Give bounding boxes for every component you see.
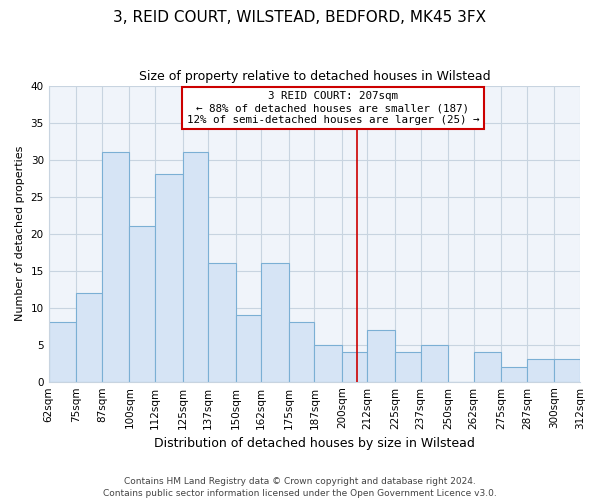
Bar: [367, 330, 395, 382]
X-axis label: Distribution of detached houses by size in Wilstead: Distribution of detached houses by size …: [154, 437, 475, 450]
Bar: [49, 322, 76, 382]
Bar: [289, 322, 314, 382]
Text: Contains HM Land Registry data © Crown copyright and database right 2024.
Contai: Contains HM Land Registry data © Crown c…: [103, 476, 497, 498]
Title: Size of property relative to detached houses in Wilstead: Size of property relative to detached ho…: [139, 70, 490, 83]
Bar: [395, 352, 421, 382]
Bar: [502, 367, 527, 382]
Bar: [261, 263, 289, 382]
Y-axis label: Number of detached properties: Number of detached properties: [15, 146, 25, 322]
Bar: [314, 344, 342, 382]
Bar: [182, 152, 208, 382]
Text: 3 REID COURT: 207sqm
← 88% of detached houses are smaller (187)
12% of semi-deta: 3 REID COURT: 207sqm ← 88% of detached h…: [187, 92, 479, 124]
Bar: [130, 226, 155, 382]
Bar: [527, 360, 554, 382]
Text: 3, REID COURT, WILSTEAD, BEDFORD, MK45 3FX: 3, REID COURT, WILSTEAD, BEDFORD, MK45 3…: [113, 10, 487, 25]
Bar: [342, 352, 367, 382]
Bar: [208, 263, 236, 382]
Bar: [155, 174, 182, 382]
Bar: [554, 360, 580, 382]
Bar: [421, 344, 448, 382]
Bar: [236, 315, 261, 382]
Bar: [76, 293, 102, 382]
Bar: [474, 352, 502, 382]
Bar: [102, 152, 130, 382]
